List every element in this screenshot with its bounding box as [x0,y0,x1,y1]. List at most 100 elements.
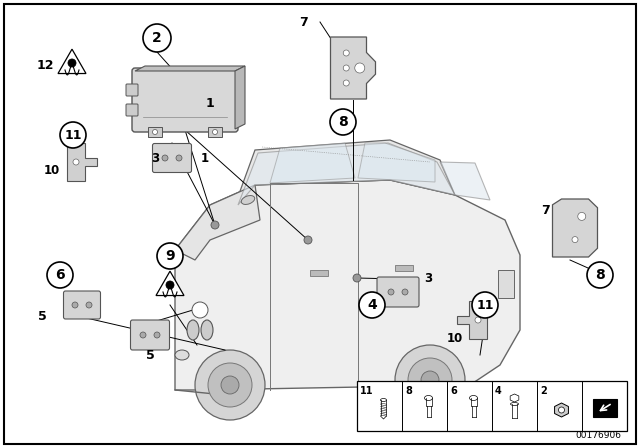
Polygon shape [156,271,184,296]
Ellipse shape [187,320,199,340]
Circle shape [402,289,408,295]
Text: 4: 4 [495,386,502,396]
Circle shape [157,243,183,269]
Circle shape [343,80,349,86]
Text: 10: 10 [447,332,463,345]
Circle shape [330,109,356,135]
Text: 00176906: 00176906 [575,431,621,439]
Circle shape [212,129,218,134]
Text: 5: 5 [38,310,46,323]
Polygon shape [555,403,568,417]
Circle shape [421,371,439,389]
Text: 8: 8 [338,115,348,129]
Bar [593,399,616,417]
Bar [498,270,514,298]
Polygon shape [238,143,455,205]
Text: 3: 3 [424,271,432,284]
Polygon shape [175,185,260,260]
Circle shape [304,236,312,244]
Circle shape [208,363,252,407]
Text: 9: 9 [165,249,175,263]
Bar [395,265,413,271]
FancyBboxPatch shape [126,104,138,116]
Circle shape [192,302,208,318]
Bar [148,127,162,137]
Polygon shape [235,66,245,129]
Ellipse shape [511,402,518,405]
Text: 12: 12 [36,59,54,72]
Text: 6: 6 [450,386,457,396]
Circle shape [166,281,174,289]
Polygon shape [58,49,86,73]
Circle shape [472,292,498,318]
Circle shape [572,237,578,243]
Text: 7: 7 [299,16,307,29]
Circle shape [388,289,394,295]
Polygon shape [358,143,435,182]
Text: 1: 1 [201,151,209,164]
Text: 7: 7 [541,203,549,216]
Text: 11: 11 [476,298,493,311]
Circle shape [47,262,73,288]
Text: 6: 6 [55,268,65,282]
Ellipse shape [201,320,213,340]
Circle shape [195,350,265,420]
Circle shape [343,65,349,71]
Circle shape [578,212,586,220]
Polygon shape [552,199,598,257]
Bar [208,127,222,137]
Circle shape [72,302,78,308]
Text: 11: 11 [64,129,82,142]
Circle shape [154,332,160,338]
Polygon shape [440,162,490,200]
FancyBboxPatch shape [126,84,138,96]
Circle shape [176,155,182,161]
FancyBboxPatch shape [377,277,419,307]
Circle shape [559,407,564,413]
Text: 1: 1 [205,96,214,109]
Circle shape [143,24,171,52]
Ellipse shape [175,350,189,360]
Text: 8: 8 [405,386,412,396]
Text: 5: 5 [146,349,154,362]
Circle shape [408,358,452,402]
Circle shape [353,274,361,282]
FancyBboxPatch shape [152,143,191,172]
Text: 4: 4 [367,298,377,312]
Circle shape [475,317,481,323]
Polygon shape [330,37,376,99]
Circle shape [343,50,349,56]
Circle shape [73,159,79,165]
Circle shape [152,129,157,134]
Text: 2: 2 [540,386,547,396]
Polygon shape [235,140,455,205]
Circle shape [359,292,385,318]
Ellipse shape [241,195,255,204]
Circle shape [162,155,168,161]
Circle shape [395,345,465,415]
Ellipse shape [424,396,433,401]
FancyBboxPatch shape [63,291,100,319]
Polygon shape [175,180,520,390]
Bar [357,381,627,431]
Ellipse shape [470,396,477,401]
Text: 10: 10 [44,164,60,177]
Circle shape [587,262,613,288]
Text: 3: 3 [151,151,159,164]
Text: 2: 2 [152,31,162,45]
Text: 11: 11 [360,386,374,396]
Polygon shape [270,143,355,183]
Circle shape [86,302,92,308]
Polygon shape [457,301,487,339]
Circle shape [221,376,239,394]
FancyBboxPatch shape [131,320,170,350]
Polygon shape [67,143,97,181]
Bar [310,270,328,276]
Circle shape [60,122,86,148]
Text: 8: 8 [595,268,605,282]
Circle shape [140,332,146,338]
Polygon shape [510,394,519,402]
Ellipse shape [381,399,387,401]
Circle shape [355,63,365,73]
Polygon shape [135,66,245,71]
